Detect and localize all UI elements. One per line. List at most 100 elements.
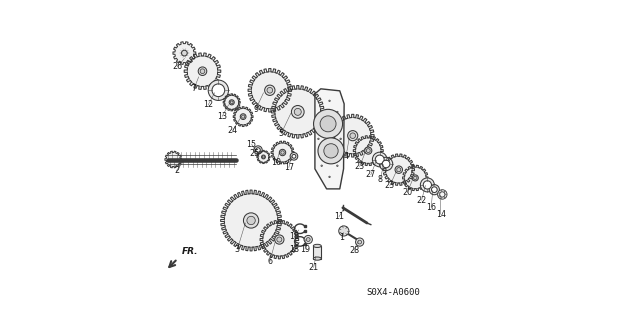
Circle shape (230, 101, 233, 104)
Polygon shape (248, 69, 292, 112)
Circle shape (445, 194, 447, 195)
Circle shape (254, 146, 262, 154)
Circle shape (372, 152, 387, 167)
Circle shape (320, 116, 336, 132)
Text: 20: 20 (403, 188, 412, 197)
Circle shape (441, 197, 442, 198)
Circle shape (182, 50, 188, 56)
Circle shape (350, 133, 355, 138)
Text: 11: 11 (334, 212, 344, 221)
Circle shape (380, 157, 393, 171)
Text: 12: 12 (203, 100, 213, 109)
Circle shape (267, 87, 273, 93)
Text: 18: 18 (289, 232, 300, 241)
Bar (314, 246, 321, 259)
Text: 6: 6 (268, 257, 272, 266)
Circle shape (212, 84, 225, 97)
Text: 8: 8 (378, 175, 383, 184)
Circle shape (337, 165, 338, 167)
Text: S0X4-A0600: S0X4-A0600 (366, 288, 420, 297)
Circle shape (444, 191, 445, 192)
Circle shape (365, 147, 372, 154)
Circle shape (292, 154, 296, 158)
Polygon shape (173, 42, 196, 64)
Circle shape (290, 152, 298, 160)
Circle shape (262, 155, 266, 159)
Circle shape (200, 69, 205, 74)
Polygon shape (383, 154, 415, 185)
Circle shape (275, 235, 284, 244)
Polygon shape (165, 151, 182, 168)
Circle shape (356, 238, 364, 246)
Circle shape (247, 216, 255, 225)
Text: 10: 10 (271, 158, 282, 167)
Circle shape (339, 226, 349, 236)
Polygon shape (353, 136, 383, 166)
Polygon shape (184, 53, 221, 89)
Text: 24: 24 (228, 126, 237, 135)
Text: 23: 23 (385, 181, 395, 190)
Text: 26: 26 (173, 62, 183, 71)
Text: 23: 23 (355, 162, 365, 171)
Circle shape (429, 185, 440, 195)
Circle shape (291, 106, 304, 118)
Circle shape (243, 213, 259, 228)
Circle shape (423, 181, 431, 189)
Circle shape (318, 138, 344, 164)
Circle shape (397, 167, 401, 172)
Polygon shape (260, 220, 299, 259)
Circle shape (329, 176, 330, 178)
Circle shape (262, 156, 264, 158)
Ellipse shape (314, 257, 321, 260)
Circle shape (314, 109, 342, 138)
Text: 22: 22 (417, 196, 427, 205)
Circle shape (281, 151, 284, 154)
Text: 15: 15 (246, 140, 257, 149)
Circle shape (321, 111, 323, 113)
Text: 27: 27 (365, 170, 376, 179)
Text: 16: 16 (426, 203, 436, 211)
Circle shape (440, 192, 445, 197)
Text: 9: 9 (253, 105, 259, 114)
Circle shape (256, 148, 260, 152)
Circle shape (358, 240, 362, 244)
Text: 19: 19 (300, 245, 310, 254)
Polygon shape (271, 85, 324, 138)
Circle shape (294, 108, 301, 115)
Text: 28: 28 (349, 246, 359, 255)
Polygon shape (315, 89, 344, 189)
Circle shape (329, 100, 330, 101)
Text: 1: 1 (339, 233, 344, 242)
Polygon shape (233, 107, 253, 127)
Circle shape (240, 114, 246, 120)
Text: 18: 18 (289, 245, 300, 254)
Circle shape (324, 144, 338, 158)
Polygon shape (221, 190, 282, 251)
Circle shape (307, 238, 310, 241)
Circle shape (340, 138, 341, 140)
Text: 4: 4 (344, 152, 349, 161)
Circle shape (444, 197, 445, 198)
Circle shape (412, 175, 419, 181)
Text: 13: 13 (217, 112, 227, 121)
Circle shape (348, 130, 358, 141)
Ellipse shape (314, 244, 321, 248)
Text: 25: 25 (250, 149, 260, 158)
Text: 2: 2 (174, 166, 179, 175)
Polygon shape (403, 165, 428, 191)
Circle shape (438, 196, 440, 197)
Circle shape (441, 190, 442, 191)
Text: 3: 3 (235, 245, 240, 254)
Polygon shape (271, 141, 294, 164)
Circle shape (395, 166, 403, 174)
Circle shape (375, 155, 384, 164)
Circle shape (304, 235, 312, 244)
Circle shape (198, 67, 207, 76)
Text: 7: 7 (191, 85, 196, 93)
Circle shape (382, 160, 390, 168)
Text: 5: 5 (278, 129, 284, 138)
Circle shape (420, 178, 435, 192)
Polygon shape (332, 114, 374, 157)
Text: 17: 17 (284, 163, 294, 172)
Circle shape (366, 149, 370, 152)
